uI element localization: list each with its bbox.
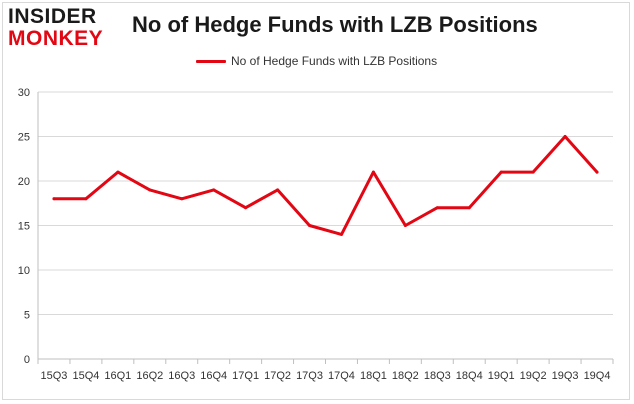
y-tick-label-5: 5 bbox=[24, 310, 30, 322]
x-tick-label-17Q1: 17Q1 bbox=[232, 370, 259, 382]
x-tick-label-19Q1: 19Q1 bbox=[488, 370, 515, 382]
x-tick-label-18Q2: 18Q2 bbox=[392, 370, 419, 382]
x-tick-label-17Q4: 17Q4 bbox=[328, 370, 355, 382]
x-tick-labels: 15Q3 15Q4 16Q1 16Q2 16Q3 16Q4 17Q1 17Q2 17Q3 17Q4… bbox=[41, 370, 611, 382]
data-point-17Q3 bbox=[308, 224, 312, 227]
chart-legend: No of Hedge Funds with LZB Positions bbox=[196, 53, 437, 69]
y-tick-label-10: 10 bbox=[18, 265, 30, 277]
data-point-19Q4 bbox=[595, 170, 599, 174]
y-tick-label-25: 25 bbox=[18, 132, 30, 144]
x-tick-label-18Q4: 18Q4 bbox=[456, 370, 483, 382]
x-tick-label-16Q2: 16Q2 bbox=[136, 370, 163, 382]
y-tick-label-0: 0 bbox=[24, 354, 30, 366]
x-tick-label-16Q3: 16Q3 bbox=[168, 370, 195, 382]
legend-swatch bbox=[196, 59, 226, 63]
legend-label: No of Hedge Funds with LZB Positions bbox=[231, 54, 438, 68]
x-tick-label-15Q4: 15Q4 bbox=[72, 370, 99, 382]
x-tick-label-17Q2: 17Q2 bbox=[264, 370, 291, 382]
data-point-16Q2 bbox=[148, 188, 152, 192]
x-tick-label-19Q3: 19Q3 bbox=[552, 370, 579, 382]
x-tick-label-19Q4: 19Q4 bbox=[584, 370, 611, 382]
x-tick-label-16Q1: 16Q1 bbox=[104, 370, 131, 382]
axis-layer bbox=[37, 92, 614, 364]
x-tick-label-16Q4: 16Q4 bbox=[200, 370, 227, 382]
logo-line-2: MONKEY bbox=[8, 27, 104, 50]
data-point-15Q3 bbox=[52, 197, 56, 201]
x-tick-label-18Q3: 18Q3 bbox=[424, 370, 451, 382]
data-point-19Q3 bbox=[563, 135, 567, 138]
y-tick-labels: 0 5 10 15 20 25 30 bbox=[18, 87, 30, 366]
series-layer bbox=[52, 135, 599, 236]
x-tick-label-19Q2: 19Q2 bbox=[520, 370, 547, 382]
chart-title: No of Hedge Funds with LZB Positions bbox=[132, 12, 538, 37]
insider-monkey-logo: INSIDER MONKEY bbox=[8, 6, 118, 52]
data-point-16Q4 bbox=[212, 188, 216, 192]
x-tick-label-18Q1: 18Q1 bbox=[360, 370, 387, 382]
logo-line-1: INSIDER bbox=[8, 5, 97, 28]
x-tick-label-15Q3: 15Q3 bbox=[41, 370, 68, 382]
x-tick-label-17Q3: 17Q3 bbox=[296, 370, 323, 382]
grid-layer bbox=[38, 91, 613, 315]
data-point-17Q2 bbox=[276, 188, 280, 192]
series-line-0 bbox=[52, 135, 599, 236]
y-tick-label-30: 30 bbox=[18, 87, 30, 99]
data-point-17Q1 bbox=[244, 206, 248, 210]
data-point-18Q4 bbox=[467, 206, 471, 210]
data-point-17Q4 bbox=[339, 232, 343, 236]
data-point-18Q2 bbox=[403, 224, 407, 227]
data-point-16Q1 bbox=[116, 170, 120, 174]
y-tick-label-20: 20 bbox=[18, 176, 30, 188]
y-tick-label-15: 15 bbox=[18, 221, 30, 233]
data-point-16Q3 bbox=[180, 197, 184, 201]
data-point-18Q1 bbox=[371, 170, 375, 174]
data-point-15Q4 bbox=[84, 197, 88, 201]
chart-frame bbox=[2, 2, 630, 400]
data-point-19Q2 bbox=[531, 170, 535, 174]
data-point-18Q3 bbox=[435, 206, 439, 210]
data-point-19Q1 bbox=[499, 170, 503, 174]
